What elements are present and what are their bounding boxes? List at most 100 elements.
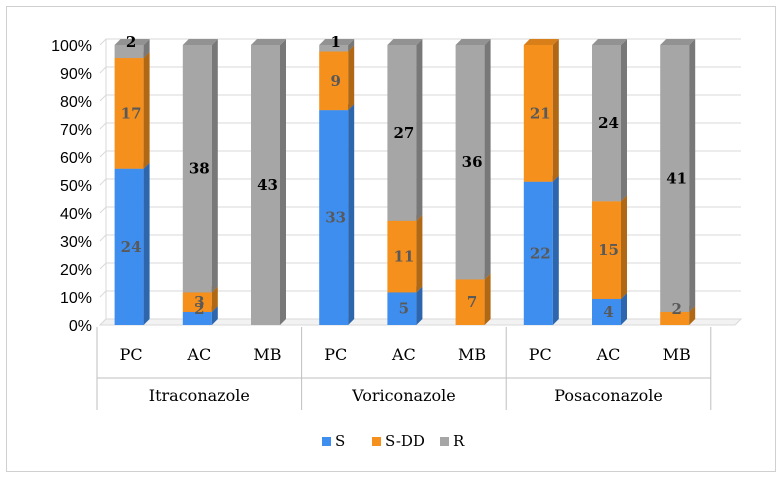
y-tick-label: 70% xyxy=(60,122,92,139)
bar-top-r xyxy=(251,39,286,45)
data-label: 38 xyxy=(189,160,210,178)
bar-segment-s-dd xyxy=(387,220,417,293)
data-label: 24 xyxy=(598,114,619,132)
bar-side-r xyxy=(348,39,355,52)
bar-top-s-dd xyxy=(523,39,559,45)
bar-side-s xyxy=(348,104,355,326)
x-category-label: AC xyxy=(186,345,211,364)
bar-segment-s-dd xyxy=(114,58,144,169)
bar-side-r xyxy=(211,39,218,293)
x-category-label: PC xyxy=(120,345,143,364)
gridline-side xyxy=(99,38,107,46)
x-category-label: PC xyxy=(529,345,552,364)
bar-side-s xyxy=(416,286,423,325)
y-tick-label: 90% xyxy=(60,66,92,83)
y-tick-label: 80% xyxy=(60,94,92,111)
bar-segment-s xyxy=(114,168,144,325)
x-category-label: PC xyxy=(324,345,347,364)
bar-side-s-dd xyxy=(484,273,491,325)
data-label: 3 xyxy=(194,293,204,311)
x-category-label: MB xyxy=(253,345,281,364)
bar-side-r xyxy=(416,39,423,221)
bar-side-s-dd xyxy=(416,214,423,293)
y-tick-label: 50% xyxy=(60,178,92,195)
bar-segment-r xyxy=(592,45,621,202)
gridline-side xyxy=(99,122,107,130)
bar-side-s xyxy=(552,175,559,325)
gridline-side xyxy=(99,234,107,242)
bar-segment-r xyxy=(387,45,417,221)
y-tick-label: 60% xyxy=(60,150,92,167)
data-label: 1 xyxy=(330,33,340,51)
data-label: 2 xyxy=(126,33,136,51)
bar-side-s-dd xyxy=(552,39,559,182)
legend-swatch-s xyxy=(322,437,331,446)
bar-segment-s-dd xyxy=(523,45,553,182)
data-label: 33 xyxy=(325,209,346,227)
gridline-side xyxy=(99,290,107,298)
bar-segment-s-dd xyxy=(182,292,212,312)
bar-segment-r xyxy=(182,45,212,293)
bar-side-s xyxy=(211,305,218,325)
x-category-label: MB xyxy=(663,345,691,364)
y-tick-label: 40% xyxy=(60,206,92,223)
data-label: 4 xyxy=(603,303,613,321)
bar-side-s-dd xyxy=(348,45,355,111)
bar-side-r xyxy=(621,39,627,202)
data-label: 21 xyxy=(530,104,551,122)
y-tick-label: 20% xyxy=(60,262,92,279)
y-tick-label: 10% xyxy=(60,290,92,307)
bar-segment-r xyxy=(319,45,349,52)
gridline-side xyxy=(99,262,107,270)
bar-segment-r xyxy=(114,45,144,59)
bar-segment-s xyxy=(182,311,212,325)
data-label: 24 xyxy=(121,238,142,256)
gridline-side xyxy=(99,150,107,158)
data-label: 17 xyxy=(121,104,142,122)
bar-segment-s-dd xyxy=(592,201,621,299)
data-label: 9 xyxy=(330,72,340,90)
data-label: 15 xyxy=(598,241,619,259)
bar-segment-r xyxy=(251,45,280,325)
data-label: 22 xyxy=(530,244,551,262)
bar-side-r xyxy=(280,39,286,325)
y-tick-label: 100% xyxy=(51,38,92,55)
data-label: 36 xyxy=(462,153,483,171)
legend-swatch-r xyxy=(440,437,449,446)
y-tick-label: 30% xyxy=(60,234,92,251)
bar-top-r xyxy=(455,39,491,45)
bar-top-r xyxy=(182,39,218,45)
bar-segment-s xyxy=(319,110,349,326)
bar-side-r xyxy=(689,39,696,312)
bar-side-s-dd xyxy=(143,52,150,169)
bar-top-r xyxy=(319,39,355,45)
bar-segment-s xyxy=(592,298,621,325)
gridline-side xyxy=(99,66,107,74)
x-category-label: AC xyxy=(391,345,416,364)
data-label: 43 xyxy=(257,176,278,194)
data-label: 41 xyxy=(666,169,687,187)
bar-side-s-dd xyxy=(621,195,627,299)
bar-segment-s xyxy=(523,181,553,325)
legend-label: S xyxy=(335,432,345,450)
bar-side-r xyxy=(484,39,491,280)
bar-segment-r xyxy=(660,45,690,312)
data-label: 27 xyxy=(393,124,414,142)
bar-segment-s xyxy=(387,292,417,325)
group-label: Posaconazole xyxy=(554,386,663,405)
legend-label: R xyxy=(453,432,465,450)
data-label: 2 xyxy=(671,300,681,318)
bar-side-s-dd xyxy=(211,286,218,312)
legend-swatch-s-dd xyxy=(372,437,381,446)
legend-label: S-DD xyxy=(385,432,425,450)
x-category-label: AC xyxy=(596,345,621,364)
bar-top-r xyxy=(660,39,696,45)
bar-top-r xyxy=(114,39,150,45)
data-label: 11 xyxy=(393,248,414,266)
bar-side-s xyxy=(143,162,150,325)
group-label: Itraconazole xyxy=(149,386,250,405)
data-label: 5 xyxy=(399,300,409,318)
bar-side-s xyxy=(621,292,627,325)
gridline-side xyxy=(99,178,107,186)
